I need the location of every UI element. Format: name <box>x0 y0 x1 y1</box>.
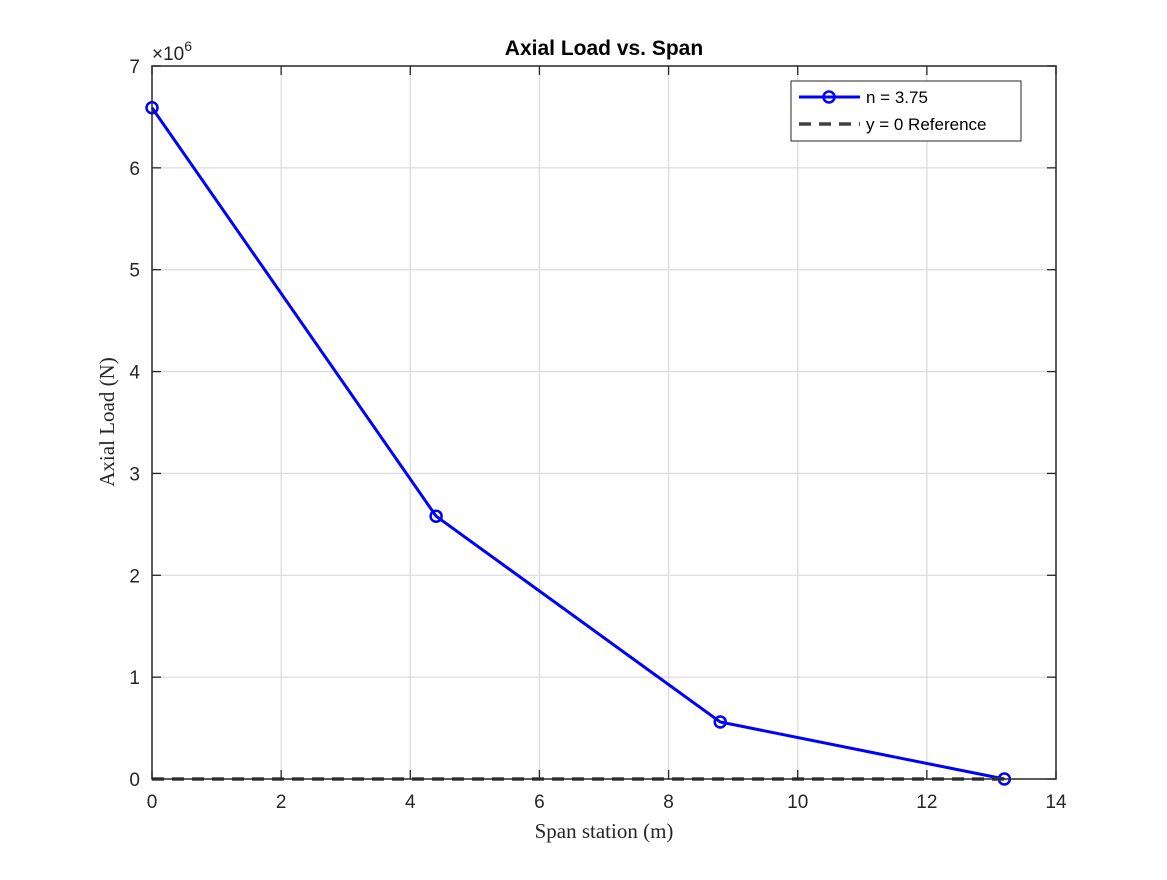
y-tick-label: 2 <box>129 566 140 587</box>
axes-box <box>151 65 1057 780</box>
x-axis-label: Span station (m) <box>535 819 674 843</box>
x-tick-label: 0 <box>147 792 158 813</box>
data-point-marker <box>429 509 443 523</box>
y-exponent-base: ×106 <box>152 38 192 65</box>
data-point-marker <box>713 715 727 729</box>
tick-marks <box>151 65 1057 780</box>
x-tick-label: 6 <box>534 792 545 813</box>
y-tick-label: 6 <box>129 159 140 180</box>
y-tick-label: 5 <box>129 261 140 282</box>
x-tick-label: 12 <box>916 792 937 813</box>
y-tick-label: 7 <box>129 57 140 78</box>
grid-lines <box>152 66 1056 779</box>
y-tick-label: 0 <box>129 770 140 791</box>
legend: n = 3.75 y = 0 Reference <box>790 80 1022 142</box>
legend-marker-series-1 <box>822 90 836 104</box>
x-tick-label: 2 <box>276 792 287 813</box>
x-tick-label: 8 <box>663 792 674 813</box>
y-tick-label: 3 <box>129 464 140 485</box>
y-exponent-power: 6 <box>184 38 192 54</box>
x-tick-label: 4 <box>405 792 416 813</box>
y-tick-label: 1 <box>129 668 140 689</box>
x-tick-label: 14 <box>1045 792 1067 813</box>
legend-label-series-2: y = 0 Reference <box>866 115 987 134</box>
series-layer <box>145 101 1012 786</box>
x-tick-label: 10 <box>787 792 808 813</box>
y-tick-label: 4 <box>129 363 140 384</box>
series-line-1 <box>150 106 1005 781</box>
y-axis-label: Axial Load (N) <box>95 357 119 486</box>
legend-label-series-1: n = 3.75 <box>866 88 928 107</box>
chart-title: Axial Load vs. Span <box>505 37 703 60</box>
y-exponent-label: ×106 <box>152 38 192 65</box>
